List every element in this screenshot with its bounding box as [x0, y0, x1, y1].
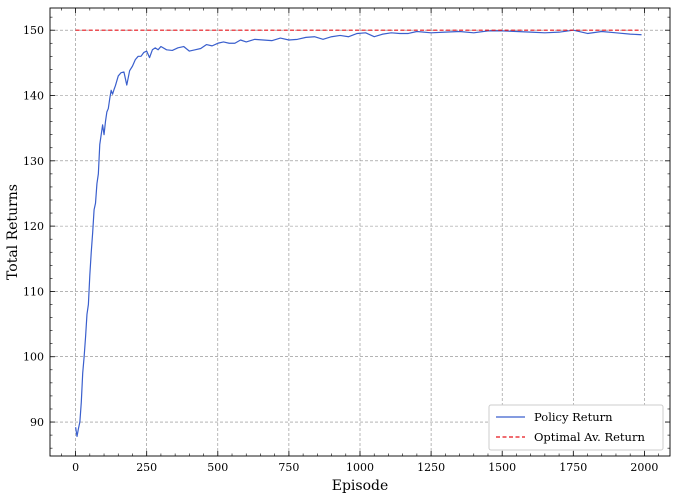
- y-tick-label: 150: [23, 24, 44, 37]
- legend-policy-return-label: Policy Return: [534, 410, 613, 424]
- legend-box: [488, 404, 664, 451]
- y-tick-label: 140: [23, 90, 44, 103]
- y-axis-title: Total Returns: [5, 184, 21, 280]
- x-tick-label: 1750: [559, 461, 587, 474]
- y-tick-label: 130: [23, 155, 44, 168]
- grid-lines: [50, 8, 670, 456]
- plot-frame: [49, 7, 671, 457]
- x-axis-title: Episode: [332, 478, 389, 494]
- y-tick-label: 90: [30, 416, 44, 429]
- x-tick-label: 2000: [630, 461, 658, 474]
- series-layer: [75, 29, 642, 438]
- x-tick-label: 1000: [346, 461, 374, 474]
- x-tick-label: 250: [136, 461, 157, 474]
- policy-return-line: [75, 29, 642, 438]
- y-tick-label: 120: [23, 220, 44, 233]
- y-tick-label: 100: [23, 351, 44, 364]
- legend: Policy Return Optimal Av. Return: [488, 404, 664, 451]
- x-tick-label: 500: [207, 461, 228, 474]
- tick-labels: 0 250 500 750 1000 1250 1500 1750 2000 90 100 110 12…: [23, 24, 658, 474]
- legend-optimal-return-label: Optimal Av. Return: [534, 430, 645, 444]
- x-tick-label: 750: [278, 461, 299, 474]
- x-tick-label: 1500: [488, 461, 516, 474]
- y-tick-label: 110: [23, 285, 44, 298]
- x-tick-label: 0: [72, 461, 79, 474]
- x-tick-label: 1250: [417, 461, 445, 474]
